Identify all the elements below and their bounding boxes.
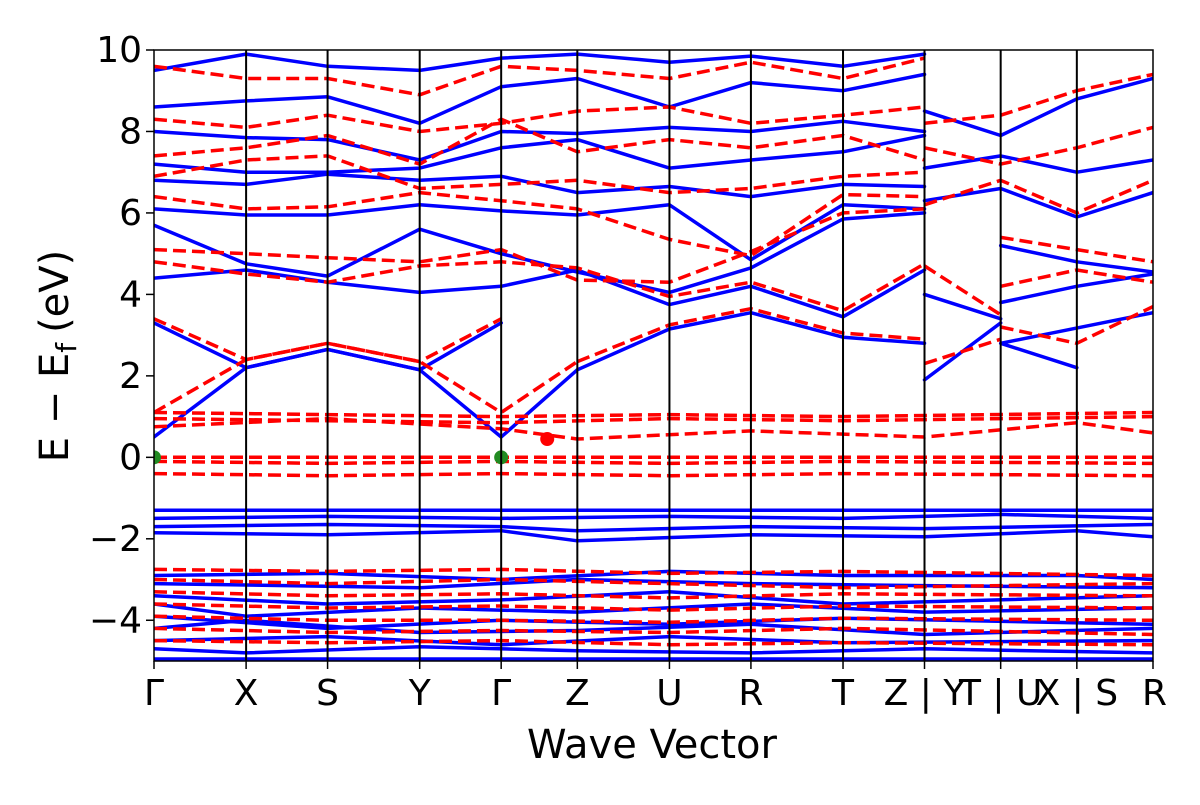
y-tick-label-3: 2 — [119, 356, 142, 397]
dashed-band-line-19 — [154, 414, 1153, 425]
dashed-band-line-17 — [924, 72, 1153, 126]
x-tick-label-4: Γ — [491, 673, 511, 714]
dashed-band-line-8 — [154, 105, 925, 134]
y-axis-title-subscript: f — [50, 342, 83, 353]
dashed-band-line-7 — [154, 117, 926, 166]
x-tick-label-5: Z — [565, 673, 590, 714]
dashed-band-line-10 — [923, 337, 1002, 366]
x-axis: Γ X S Y Γ Z U R T Z | YT | UX | S R — [144, 661, 1167, 714]
solid-band-line-5 — [154, 203, 927, 262]
solid-band-line-18 — [922, 76, 1153, 138]
x-tick-label-7: R — [738, 673, 763, 714]
solid-band-line-7 — [154, 133, 927, 174]
dashed-band-line-20 — [154, 416, 1153, 441]
x-axis-title: Wave Vector — [527, 722, 778, 768]
dashed-band-line-3 — [154, 260, 926, 313]
dashed-band-line-9 — [154, 56, 925, 97]
solid-band-line-17 — [922, 154, 1153, 174]
y-tick-label-2: 0 — [119, 437, 142, 478]
dashed-band-line-18 — [154, 410, 1153, 419]
x-tick-label-9: Z | Y — [884, 673, 967, 714]
dashed-band-line-5 — [154, 190, 925, 258]
x-tick-label-11: X | S — [1036, 673, 1119, 714]
dashed-band-line-26 — [154, 590, 1153, 600]
x-tick-label-0: Γ — [144, 673, 164, 714]
solid-band-line-30 — [154, 644, 1153, 655]
solid-band-line-4 — [154, 211, 927, 295]
dashed-band-line-25 — [154, 577, 1153, 590]
x-tick-label-6: U — [656, 673, 682, 714]
dashed-band-line-30 — [154, 638, 1153, 647]
band-extremum-marker-2 — [540, 432, 555, 447]
solid-band-line-3 — [154, 268, 927, 319]
solid-band-line-25 — [154, 590, 1153, 606]
plot-frame — [153, 49, 1154, 662]
y-axis: −4 −2 0 2 4 6 8 10 — [89, 30, 154, 641]
solid-band-line-20 — [154, 512, 1153, 521]
x-tick-label-2: S — [316, 673, 339, 714]
bands-layer — [154, 52, 1153, 661]
solid-band-line-10 — [154, 52, 927, 73]
x-tick-label-3: Y — [408, 673, 432, 714]
solid-band-line-9 — [154, 72, 927, 126]
dashed-band-line-24 — [154, 567, 1153, 578]
y-tick-label-7: 10 — [96, 30, 142, 71]
solid-band-line-8 — [154, 119, 927, 162]
solid-band-line-29 — [154, 634, 1153, 647]
y-axis-title-unit: (eV) — [32, 250, 78, 333]
solid-band-line-22 — [154, 528, 1153, 543]
y-axis-title: E − Ef (eV) — [32, 250, 83, 463]
dashed-band-line-29 — [154, 626, 1153, 637]
y-tick-label-6: 8 — [119, 111, 142, 152]
solid-band-line-16 — [922, 186, 1153, 219]
dashed-band-line-23 — [154, 471, 1153, 478]
dashed-band-line-22 — [154, 459, 1153, 466]
dashed-band-line-27 — [154, 602, 1153, 612]
x-tick-label-10: T | U — [958, 673, 1042, 714]
band-extremum-marker-0 — [154, 450, 161, 465]
x-tick-label-1: X — [234, 673, 259, 714]
dashed-band-line-11 — [923, 264, 1002, 317]
solid-band-line-27 — [154, 614, 1153, 631]
high-symmetry-lines — [245, 50, 1078, 661]
x-tick-label-8: T — [831, 673, 855, 714]
y-tick-label-1: −2 — [89, 519, 142, 560]
dashed-band-line-15 — [923, 178, 1153, 215]
y-tick-label-4: 4 — [119, 274, 142, 315]
x-tick-label-12: R — [1142, 673, 1167, 714]
dashed-band-line-28 — [154, 614, 1153, 625]
dashed-band-line-6 — [154, 154, 925, 195]
y-axis-title-main: E − E — [32, 353, 78, 463]
solid-band-line-6 — [154, 172, 927, 199]
solid-band-line-12 — [922, 292, 1003, 321]
solid-band-line-21 — [154, 522, 1153, 533]
y-tick-label-0: −4 — [89, 600, 142, 641]
dashed-band-line-16 — [924, 125, 1153, 166]
y-tick-label-5: 6 — [119, 193, 142, 234]
dashed-band-line-4 — [154, 207, 925, 284]
